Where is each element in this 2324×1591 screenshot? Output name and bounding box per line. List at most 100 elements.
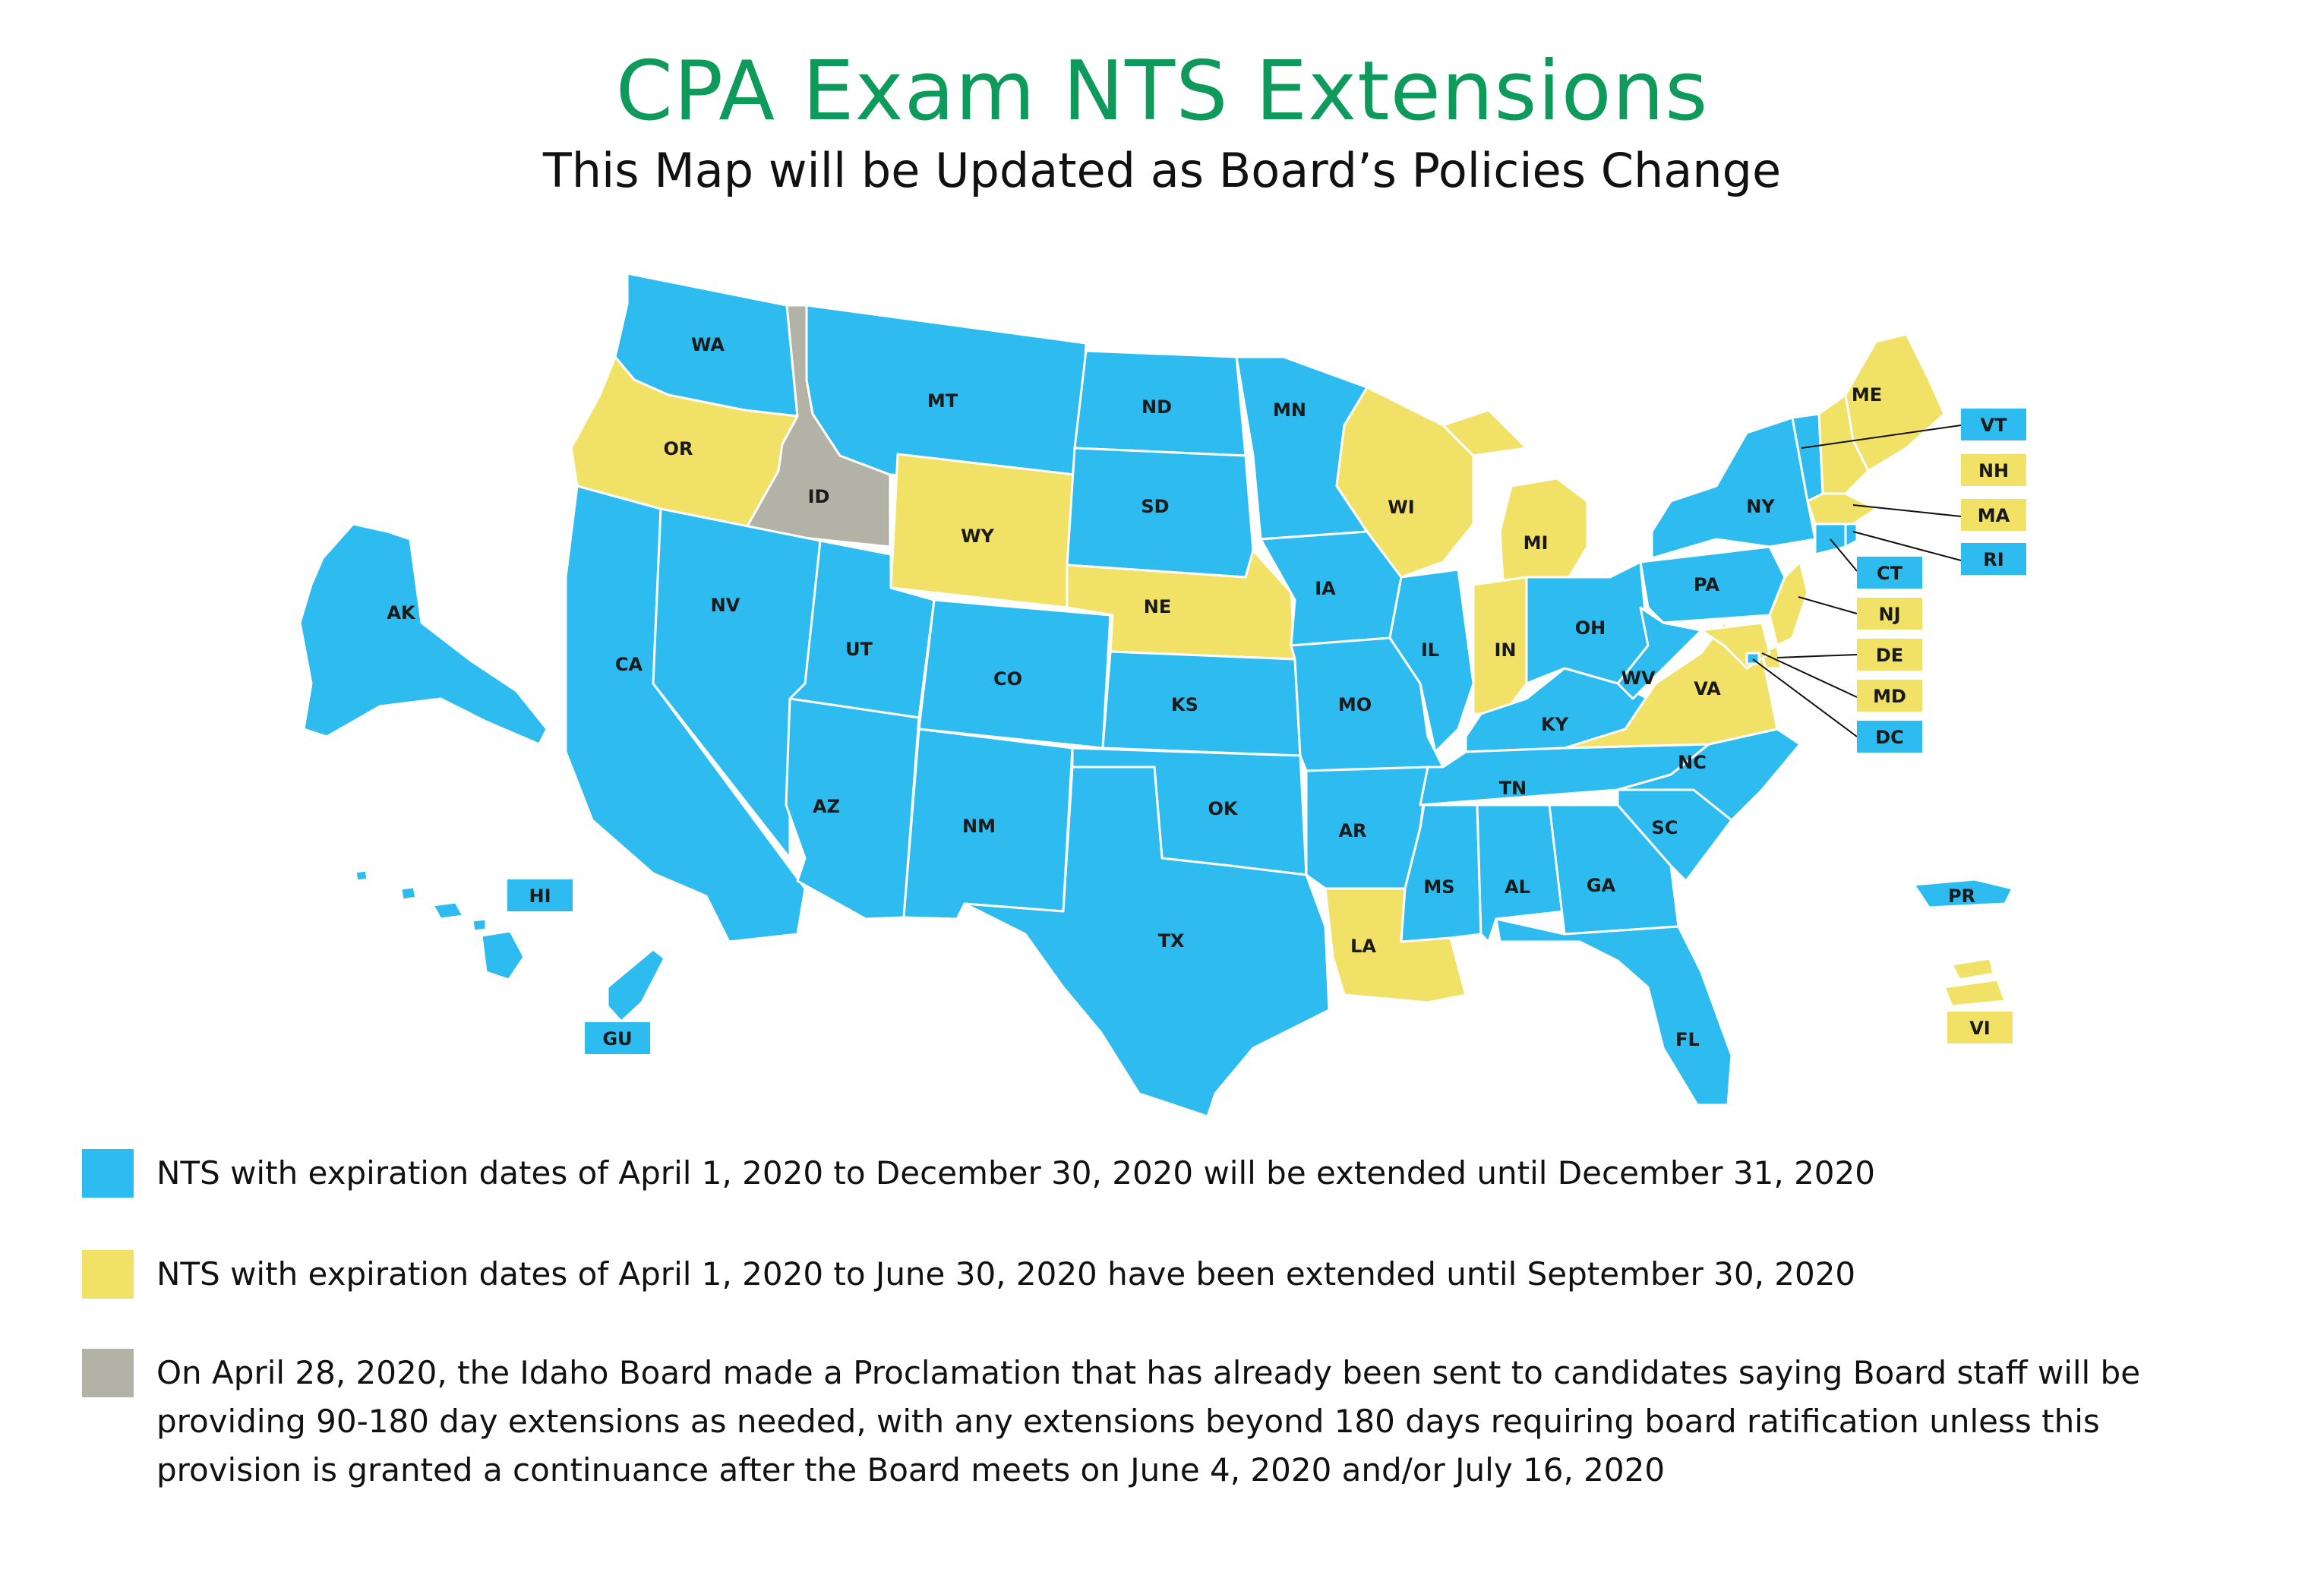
- state-label-ga: GA: [1587, 875, 1616, 896]
- state-label-il: IL: [1421, 639, 1439, 661]
- leader-line-ri: [1852, 531, 1962, 561]
- leader-line-md: [1761, 652, 1858, 698]
- state-label-va: VA: [1694, 678, 1721, 699]
- state-label-co: CO: [993, 668, 1022, 690]
- us-map: WA OR CA ID NV MT WY UT CO AZ NM ND SD NE KS OK TX MN IA MO…: [298, 272, 2026, 1118]
- state-label-ks: KS: [1171, 694, 1198, 715]
- callout-box-ri: [1961, 543, 2026, 575]
- state-label-ia: IA: [1315, 578, 1336, 599]
- state-wv: [1616, 606, 1703, 700]
- callout-box-vt: [1961, 409, 2026, 440]
- legend-text-blue: NTS with expiration dates of April 1, 20…: [156, 1154, 1875, 1192]
- state-ak: [298, 522, 548, 746]
- state-label-ok: OK: [1208, 798, 1239, 819]
- state-label-or: OR: [664, 438, 693, 459]
- map-subtitle: This Map will be Updated as Board’s Poli…: [542, 143, 1782, 198]
- callout-label-ma: MA: [1978, 505, 2010, 526]
- legend-swatch-yellow: [82, 1250, 134, 1299]
- callout-label-gu: GU: [602, 1028, 632, 1050]
- leader-line-de: [1776, 654, 1858, 658]
- legend-swatch-gray: [82, 1349, 134, 1397]
- state-gu: [606, 948, 666, 1023]
- state-nc: [1616, 728, 1801, 822]
- state-label-me: ME: [1852, 384, 1882, 406]
- state-tx: [963, 766, 1331, 1118]
- legend-text-gray: On April 28, 2020, the Idaho Board made …: [156, 1354, 2141, 1488]
- state-mi: [1441, 409, 1589, 594]
- state-vi: [1943, 957, 2007, 1008]
- state-label-ny: NY: [1746, 496, 1775, 517]
- state-label-tx: TX: [1158, 930, 1185, 952]
- callout-label-vt: VT: [1981, 415, 2008, 436]
- callout-box-nh: [1961, 454, 2026, 486]
- state-label-la: LA: [1350, 936, 1376, 957]
- callout-label-hi: HI: [529, 885, 551, 907]
- callout-box-nj: [1857, 598, 1922, 630]
- callout-label-nj: NJ: [1878, 604, 1900, 625]
- state-label-al: AL: [1505, 876, 1530, 898]
- state-ma: [1806, 492, 1877, 526]
- state-label-wa: WA: [691, 334, 725, 355]
- leader-line-vt: [1801, 425, 1962, 449]
- state-label-tn: TN: [1499, 778, 1527, 799]
- callout-box-md: [1857, 680, 1922, 712]
- map-title: CPA Exam NTS Extensions: [615, 44, 1709, 139]
- state-label-id: ID: [808, 486, 830, 507]
- state-label-nm: NM: [962, 816, 996, 837]
- state-label-wv: WV: [1621, 668, 1655, 689]
- state-label-ms: MS: [1423, 876, 1454, 898]
- leader-line-ma: [1852, 504, 1962, 517]
- state-label-mo: MO: [1338, 694, 1372, 715]
- state-label-in: IN: [1494, 639, 1516, 661]
- legend-text-yellow: NTS with expiration dates of April 1, 20…: [156, 1255, 1856, 1293]
- state-label-ut: UT: [845, 639, 873, 660]
- state-hi: [354, 869, 526, 981]
- callout-label-md: MD: [1873, 686, 1906, 707]
- state-ga: [1548, 803, 1680, 936]
- state-az: [785, 697, 920, 920]
- state-label-ky: KY: [1541, 714, 1569, 735]
- state-label-sc: SC: [1652, 817, 1678, 838]
- state-label-mn: MN: [1273, 399, 1306, 421]
- leader-line-nj: [1798, 596, 1858, 614]
- state-ny: [1650, 416, 1817, 560]
- callout-label-pr: PR: [1948, 885, 1975, 907]
- callout-label-dc: DC: [1875, 727, 1904, 748]
- callout-label-ri: RI: [1983, 549, 2004, 570]
- state-va: [1563, 621, 1779, 750]
- callout-box-ct: [1857, 557, 1922, 589]
- state-label-nc: NC: [1678, 752, 1707, 773]
- callout-label-vi: VI: [1969, 1018, 1991, 1039]
- callout-box-de: [1857, 639, 1922, 671]
- state-label-mi: MI: [1524, 532, 1549, 554]
- state-label-ca: CA: [615, 654, 643, 675]
- state-label-mt: MT: [927, 390, 958, 412]
- state-fl: [1495, 917, 1733, 1106]
- callout-label-nh: NH: [1978, 460, 2009, 481]
- leader-line-ct: [1830, 538, 1858, 572]
- state-il: [1388, 568, 1475, 753]
- callout-box-gu: [585, 1022, 650, 1054]
- state-label-az: AZ: [813, 796, 840, 817]
- callout-label-ct: CT: [1877, 563, 1903, 584]
- state-pr: [1912, 878, 2014, 909]
- state-label-nv: NV: [711, 595, 740, 616]
- callout-box-vi: [1947, 1012, 2013, 1043]
- state-label-ne: NE: [1144, 596, 1171, 617]
- callout-box-ma: [1961, 499, 2026, 531]
- state-label-sd: SD: [1141, 496, 1169, 517]
- callout-label-de: DE: [1876, 645, 1903, 666]
- legend-swatch-blue: [82, 1149, 134, 1198]
- state-label-oh: OH: [1575, 617, 1606, 639]
- state-label-fl: FL: [1675, 1029, 1700, 1050]
- state-ri: [1844, 522, 1858, 548]
- state-label-pa: PA: [1694, 574, 1719, 595]
- leader-line-dc: [1752, 658, 1858, 737]
- state-label-ak: AK: [387, 602, 416, 623]
- state-ks: [1101, 650, 1302, 757]
- state-in: [1472, 576, 1528, 715]
- state-label-ar: AR: [1338, 820, 1366, 841]
- callout-box-dc: [1857, 721, 1922, 753]
- state-label-nd: ND: [1141, 396, 1172, 418]
- state-label-wy: WY: [961, 526, 994, 547]
